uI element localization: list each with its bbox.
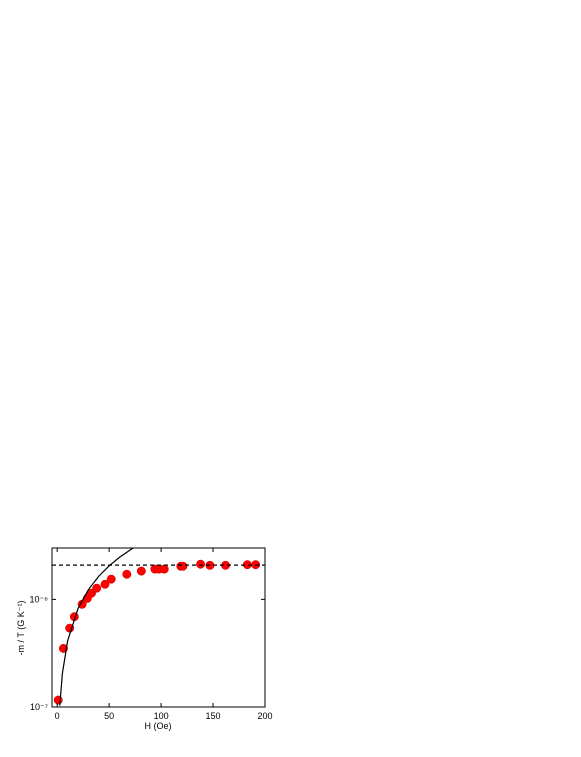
- data-point: [159, 564, 169, 574]
- data-point: [100, 579, 110, 589]
- y-tick-label: 10⁻⁷: [30, 702, 48, 712]
- x-tick-label: 50: [104, 711, 114, 721]
- data-point: [196, 559, 206, 569]
- x-tick-label: 100: [154, 711, 169, 721]
- fit-curve: [59, 548, 134, 706]
- data-point: [122, 569, 132, 579]
- y-axis-label: -m / T (G K⁻¹): [16, 601, 26, 656]
- x-tick-label: 150: [206, 711, 221, 721]
- data-point: [106, 574, 116, 584]
- data-point: [53, 695, 63, 705]
- data-point: [136, 566, 146, 576]
- data-point: [92, 583, 102, 593]
- x-axis-label: H (Oe): [145, 721, 172, 731]
- plot-frame: [51, 547, 266, 708]
- data-point: [178, 561, 188, 571]
- x-tick-label: 0: [55, 711, 60, 721]
- y-tick-label: 10⁻⁶: [30, 594, 49, 604]
- x-tick-label: 200: [257, 711, 272, 721]
